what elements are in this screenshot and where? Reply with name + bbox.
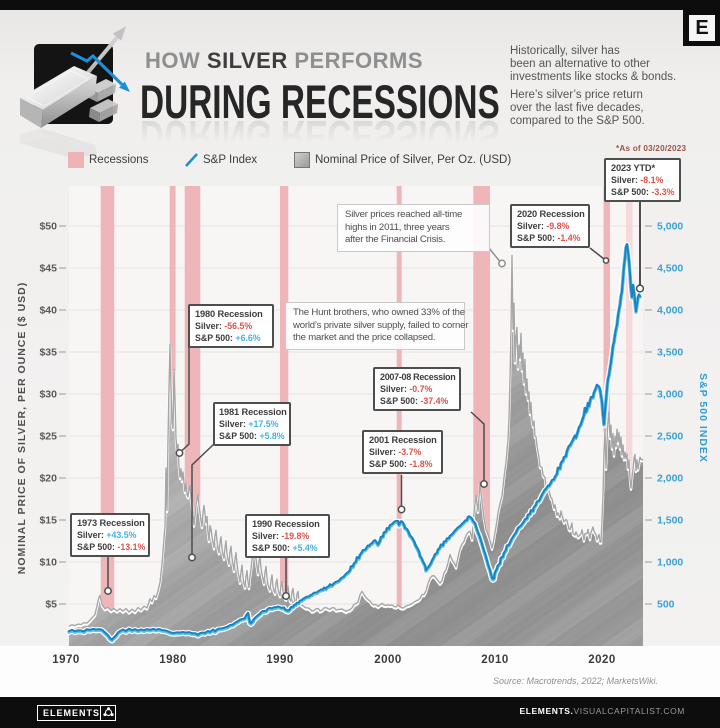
svg-text:1,500: 1,500 <box>657 515 683 527</box>
svg-text:$50: $50 <box>39 221 57 233</box>
svg-text:5,000: 5,000 <box>657 221 683 233</box>
svg-text:$10: $10 <box>39 557 57 569</box>
svg-text:$20: $20 <box>39 473 57 485</box>
svg-text:3,000: 3,000 <box>657 389 683 401</box>
svg-text:1970: 1970 <box>52 654 80 666</box>
svg-text:500: 500 <box>657 599 675 611</box>
svg-text:1,000: 1,000 <box>657 557 683 569</box>
svg-text:$25: $25 <box>39 431 57 443</box>
svg-text:$30: $30 <box>39 389 57 401</box>
svg-text:3,500: 3,500 <box>657 347 683 359</box>
svg-text:1980: 1980 <box>159 654 187 666</box>
svg-text:NOMINAL PRICE OF SILVER, PER O: NOMINAL PRICE OF SILVER, PER OUNCE ($ US… <box>16 282 28 574</box>
svg-text:$40: $40 <box>39 305 57 317</box>
svg-text:2020: 2020 <box>588 654 616 666</box>
svg-text:2010: 2010 <box>481 654 509 666</box>
svg-text:2,000: 2,000 <box>657 473 683 485</box>
svg-text:2,500: 2,500 <box>657 431 683 443</box>
svg-text:$15: $15 <box>39 515 57 527</box>
svg-text:1990: 1990 <box>266 654 294 666</box>
svg-text:$35: $35 <box>39 347 57 359</box>
svg-text:4,000: 4,000 <box>657 305 683 317</box>
svg-text:2000: 2000 <box>374 654 402 666</box>
svg-text:4,500: 4,500 <box>657 263 683 275</box>
svg-text:$5: $5 <box>45 599 57 611</box>
svg-text:$45: $45 <box>39 263 57 275</box>
svg-text:S&P 500 INDEX: S&P 500 INDEX <box>697 373 709 463</box>
